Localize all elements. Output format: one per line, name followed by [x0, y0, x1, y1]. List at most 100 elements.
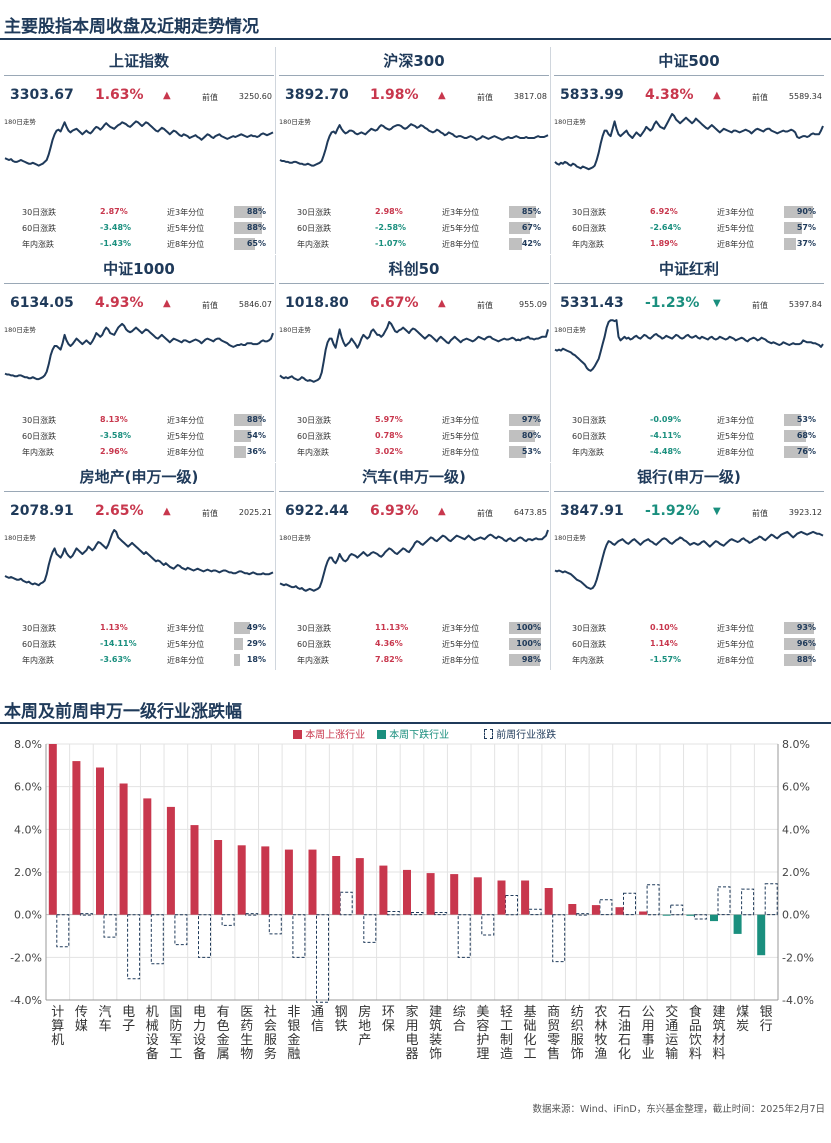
bar-this-week-up — [355, 858, 364, 915]
stats-row: 年内涨跌 3.02% 近8年分位 53% — [277, 445, 551, 459]
return-label: 60日涨跌 — [22, 640, 57, 649]
x-category-label: 汽车 — [99, 1005, 112, 1034]
legend-prev-label: 前周行业涨跌 — [496, 730, 557, 741]
trend-line-path — [279, 321, 549, 383]
trend-180d-label: 180日走势 — [554, 118, 586, 126]
return-label: 30日涨跌 — [297, 416, 332, 425]
stats-row: 30日涨跌 2.98% 近3年分位 85% — [277, 205, 551, 219]
quantile-bar — [784, 222, 803, 234]
legend-prev-swatch — [484, 729, 493, 739]
x-category-label: 钢铁 — [335, 1005, 348, 1034]
stats-row: 年内涨跌 -3.63% 近8年分位 18% — [2, 653, 276, 667]
quantile-bar — [234, 206, 263, 218]
trend-180d-line — [4, 120, 274, 167]
y-tick-label-left: 2.0% — [14, 866, 42, 879]
index-weekly-change: 1.63% — [95, 87, 144, 103]
index-panel: 中证1000 6134.05 4.93% ▲ 前值 5846.07 180日走势 30日涨跌 8… — [2, 255, 276, 462]
quantile-bar — [234, 654, 240, 666]
bar-this-week-up — [284, 849, 293, 915]
stats-row: 30日涨跌 6.92% 近3年分位 90% — [552, 205, 826, 219]
panel-separator — [550, 47, 551, 254]
prev-label: 前值 — [752, 509, 768, 518]
return-value: -0.09% — [650, 415, 682, 424]
trend-180d-label: 180日走势 — [4, 326, 36, 334]
stats-row: 年内涨跌 2.96% 近8年分位 36% — [2, 445, 276, 459]
trend-180d-line — [554, 319, 824, 372]
stats-row: 30日涨跌 2.87% 近3年分位 88% — [2, 205, 276, 219]
return-label: 30日涨跌 — [297, 624, 332, 633]
quantile-bar — [509, 654, 541, 666]
return-value: -1.57% — [650, 655, 682, 664]
quantile-value: 18% — [246, 655, 266, 664]
bar-this-week-up — [96, 767, 104, 915]
bar-this-week-up — [261, 846, 270, 915]
panel-separator — [550, 255, 551, 462]
return-label: 60日涨跌 — [572, 224, 607, 233]
trend-180d-label: 180日走势 — [279, 118, 311, 126]
quantile-bar — [234, 638, 244, 650]
return-value: 4.36% — [375, 639, 403, 648]
return-label: 30日涨跌 — [572, 208, 607, 217]
bar-this-week-up — [190, 825, 199, 915]
down-arrow-icon: ▼ — [713, 506, 721, 517]
y-tick-label-left: 8.0% — [14, 738, 42, 751]
quantile-bar — [784, 430, 806, 442]
quantile-value: 49% — [246, 623, 266, 632]
stats-row: 60日涨跌 0.78% 近5年分位 80% — [277, 429, 551, 443]
quantile-label: 近3年分位 — [442, 416, 480, 425]
return-label: 60日涨跌 — [22, 432, 57, 441]
quantile-label: 近8年分位 — [167, 448, 205, 457]
bar-prev-week — [670, 904, 684, 916]
return-label: 30日涨跌 — [22, 208, 57, 217]
stats-row: 30日涨跌 5.97% 近3年分位 97% — [277, 413, 551, 427]
return-value: 1.89% — [650, 239, 678, 248]
quantile-label: 近8年分位 — [442, 240, 480, 249]
quantile-value: 37% — [796, 239, 816, 248]
quantile-bar — [784, 622, 814, 634]
stats-row: 30日涨跌 -0.09% 近3年分位 53% — [552, 413, 826, 427]
stats-row: 60日涨跌 -3.58% 近5年分位 54% — [2, 429, 276, 443]
bar-prev-week — [363, 914, 377, 943]
return-value: 1.13% — [100, 623, 128, 632]
y-tick-label-right: 6.0% — [782, 781, 810, 794]
return-value: 11.13% — [375, 623, 409, 632]
x-category-label: 机械设备 — [146, 1005, 159, 1062]
prev-value: 955.09 — [519, 300, 547, 309]
quantile-label: 近3年分位 — [167, 208, 205, 217]
bar-this-week-up — [48, 744, 57, 915]
trend-180d-line — [279, 321, 549, 383]
bar-prev-week — [528, 908, 542, 916]
quantile-value: 90% — [796, 207, 816, 216]
bottom-section-title: 本周及前周申万一级行业涨跌幅 — [4, 702, 242, 722]
quantile-label: 近8年分位 — [442, 448, 480, 457]
bar-prev-week — [741, 888, 755, 916]
y-tick-label-left: 0.0% — [14, 909, 42, 922]
index-close-value: 3892.70 — [285, 87, 349, 103]
bar-this-week-up — [237, 845, 246, 915]
x-category-label: 环保 — [382, 1005, 395, 1034]
index-close-value: 3303.67 — [10, 87, 74, 103]
index-close-value: 6134.05 — [10, 295, 74, 311]
x-category-label: 商贸零售 — [547, 1005, 560, 1062]
panel-title-underline — [279, 283, 549, 284]
bottom-section-divider — [0, 722, 831, 724]
quantile-value: 29% — [246, 639, 266, 648]
index-panel: 银行(申万一级) 3847.91 -1.92% ▼ 前值 3923.12 180日走势 30日… — [552, 463, 826, 670]
x-category-label: 国防军工 — [169, 1005, 182, 1062]
quantile-value: 80% — [521, 431, 541, 440]
quantile-value: 88% — [246, 207, 266, 216]
quantile-label: 近3年分位 — [167, 416, 205, 425]
bar-this-week-up — [426, 873, 435, 915]
return-label: 30日涨跌 — [297, 208, 332, 217]
panel-title-underline — [4, 491, 274, 492]
x-category-label: 纺织服饰 — [571, 1005, 584, 1062]
return-value: 5.97% — [375, 415, 403, 424]
quantile-value: 65% — [246, 239, 266, 248]
quantile-label: 近8年分位 — [717, 240, 755, 249]
return-value: 2.96% — [100, 447, 128, 456]
panel-title-underline — [4, 283, 274, 284]
return-label: 年内涨跌 — [572, 448, 604, 457]
index-panel: 上证指数 3303.67 1.63% ▲ 前值 3250.60 180日走势 30日涨跌 2.8… — [2, 47, 276, 254]
y-tick-label-right: 0.0% — [782, 909, 810, 922]
y-tick-label-right: -4.0% — [782, 994, 814, 1007]
